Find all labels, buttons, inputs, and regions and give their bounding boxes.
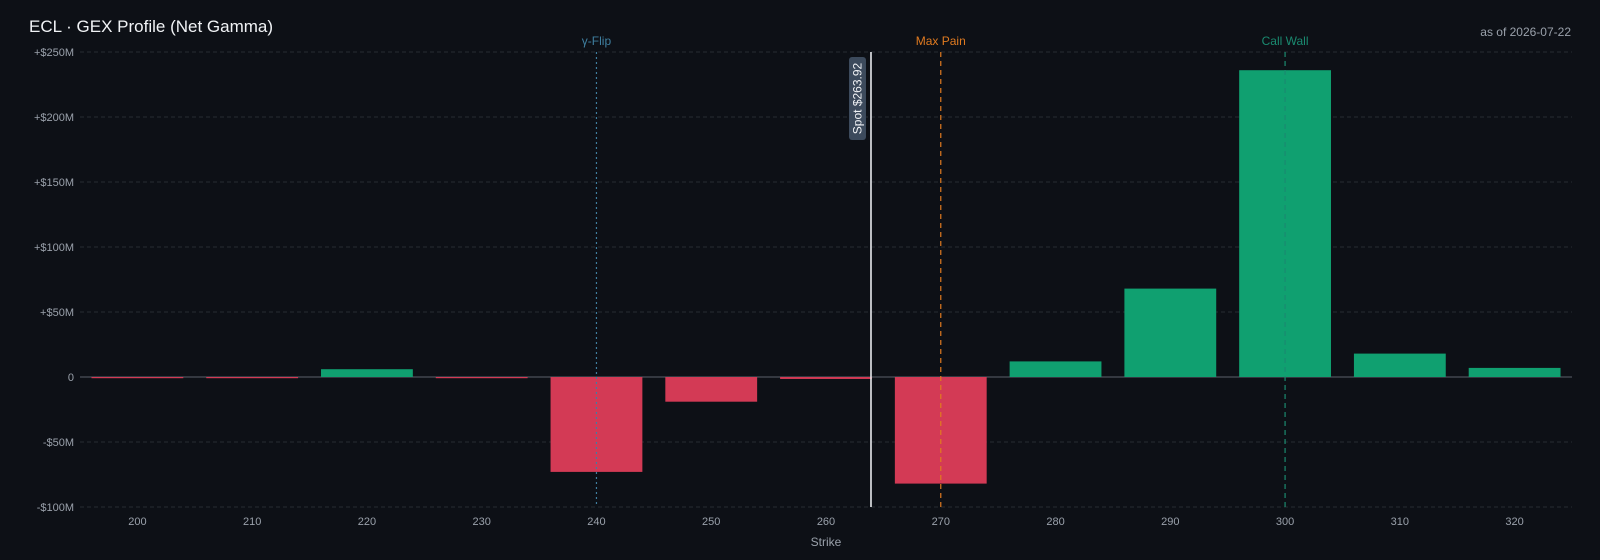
y-tick-label: +$250M: [34, 47, 74, 59]
bar-strike-320: [1468, 367, 1561, 377]
x-tick-label: 240: [587, 516, 605, 528]
x-tick-label: 320: [1505, 516, 1523, 528]
x-tick-label: 220: [358, 516, 376, 528]
y-axis-ticks: +$250M +$200M +$150M +$100M +$50M 0 -$50M -$100…: [34, 47, 74, 514]
y-tick-label: +$50M: [40, 307, 74, 319]
x-tick-label: 260: [817, 516, 835, 528]
y-tick-label: +$100M: [34, 242, 74, 254]
y-tick-label: 0: [68, 372, 74, 384]
x-axis-ticks: 200 210 220 230 240 250 260 270 280 290 300 310 320: [128, 516, 1524, 528]
y-tick-label: -$50M: [43, 437, 74, 449]
bars: [91, 70, 1561, 484]
x-tick-label: 230: [473, 516, 491, 528]
bar-strike-260: [780, 377, 872, 379]
y-tick-label: +$150M: [34, 177, 74, 189]
spot-label: Spot $263.92: [850, 62, 864, 134]
ref-label: Max Pain: [916, 34, 966, 48]
x-tick-label: 210: [243, 516, 261, 528]
as-of-date: as of 2026-07-22: [1480, 25, 1571, 39]
x-tick-label: 290: [1161, 516, 1179, 528]
x-axis-title: Strike: [811, 535, 842, 549]
x-tick-label: 200: [128, 516, 146, 528]
y-tick-label: -$100M: [37, 502, 74, 514]
bar-strike-290: [1124, 288, 1217, 377]
spot-badge: [848, 57, 866, 140]
bar-strike-230: [435, 377, 528, 379]
x-tick-label: 250: [702, 516, 720, 528]
bar-strike-210: [206, 377, 299, 379]
x-tick-label: 270: [932, 516, 950, 528]
x-tick-label: 310: [1391, 516, 1409, 528]
bar-strike-200: [91, 377, 184, 379]
reference-lines: γ-Flip Max Pain Call Wall Spot $263.92: [582, 34, 1309, 507]
bar-strike-280: [1009, 361, 1102, 377]
ref-label: γ-Flip: [582, 34, 612, 48]
chart-title: ECL · GEX Profile (Net Gamma): [29, 17, 274, 36]
x-tick-label: 280: [1046, 516, 1064, 528]
grid-lines: [80, 51, 1572, 508]
y-tick-label: +$200M: [34, 112, 74, 124]
bar-strike-220: [321, 369, 413, 377]
bar-strike-310: [1353, 353, 1446, 377]
ref-label: Call Wall: [1262, 34, 1309, 48]
bar-strike-250: [665, 377, 758, 402]
x-tick-label: 300: [1276, 516, 1294, 528]
